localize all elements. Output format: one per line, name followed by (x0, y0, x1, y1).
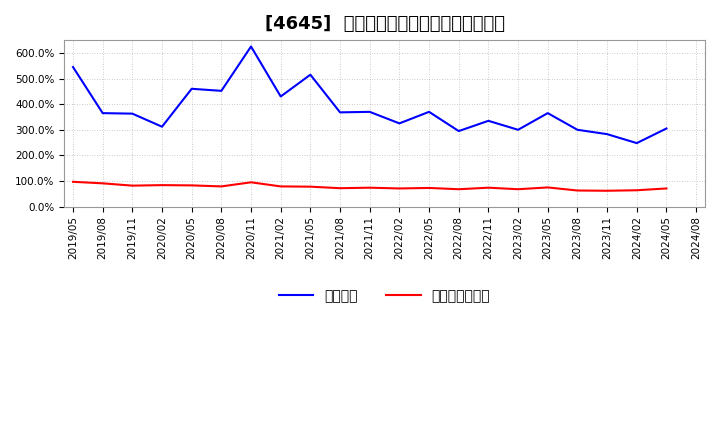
固定長期適合率 (217, 184, 225, 189)
固定長期適合率 (187, 183, 196, 188)
固定比率 (454, 128, 463, 134)
Legend: 固定比率, 固定長期適合率: 固定比率, 固定長期適合率 (273, 283, 496, 308)
固定長期適合率 (484, 185, 492, 191)
固定比率 (187, 86, 196, 92)
固定比率 (306, 72, 315, 77)
固定長期適合率 (365, 185, 374, 191)
Line: 固定長期適合率: 固定長期適合率 (73, 182, 667, 191)
固定比率 (662, 126, 671, 131)
固定長期適合率 (336, 186, 344, 191)
固定長期適合率 (544, 185, 552, 190)
固定長期適合率 (68, 179, 77, 184)
固定長期適合率 (454, 187, 463, 192)
固定比率 (484, 118, 492, 124)
固定長期適合率 (573, 188, 582, 193)
固定長期適合率 (247, 180, 256, 185)
固定比率 (425, 109, 433, 114)
固定比率 (632, 140, 641, 146)
固定比率 (514, 127, 523, 132)
固定長期適合率 (158, 183, 166, 188)
Line: 固定比率: 固定比率 (73, 47, 667, 143)
固定比率 (217, 88, 225, 93)
固定長期適合率 (276, 184, 285, 189)
固定比率 (128, 111, 137, 116)
固定比率 (68, 64, 77, 70)
固定比率 (336, 110, 344, 115)
固定長期適合率 (632, 187, 641, 193)
固定長期適合率 (99, 181, 107, 186)
固定長期適合率 (662, 186, 671, 191)
固定比率 (276, 94, 285, 99)
固定比率 (247, 44, 256, 49)
固定比率 (544, 110, 552, 116)
Title: [4645]  固定比率、固定長期適合率の推移: [4645] 固定比率、固定長期適合率の推移 (264, 15, 505, 33)
固定比率 (395, 121, 404, 126)
固定比率 (365, 109, 374, 114)
固定比率 (603, 132, 611, 137)
固定長期適合率 (395, 186, 404, 191)
固定長期適合率 (603, 188, 611, 194)
固定比率 (99, 110, 107, 116)
固定比率 (158, 124, 166, 129)
固定長期適合率 (425, 185, 433, 191)
固定長期適合率 (128, 183, 137, 188)
固定長期適合率 (514, 187, 523, 192)
固定長期適合率 (306, 184, 315, 189)
固定比率 (573, 127, 582, 132)
